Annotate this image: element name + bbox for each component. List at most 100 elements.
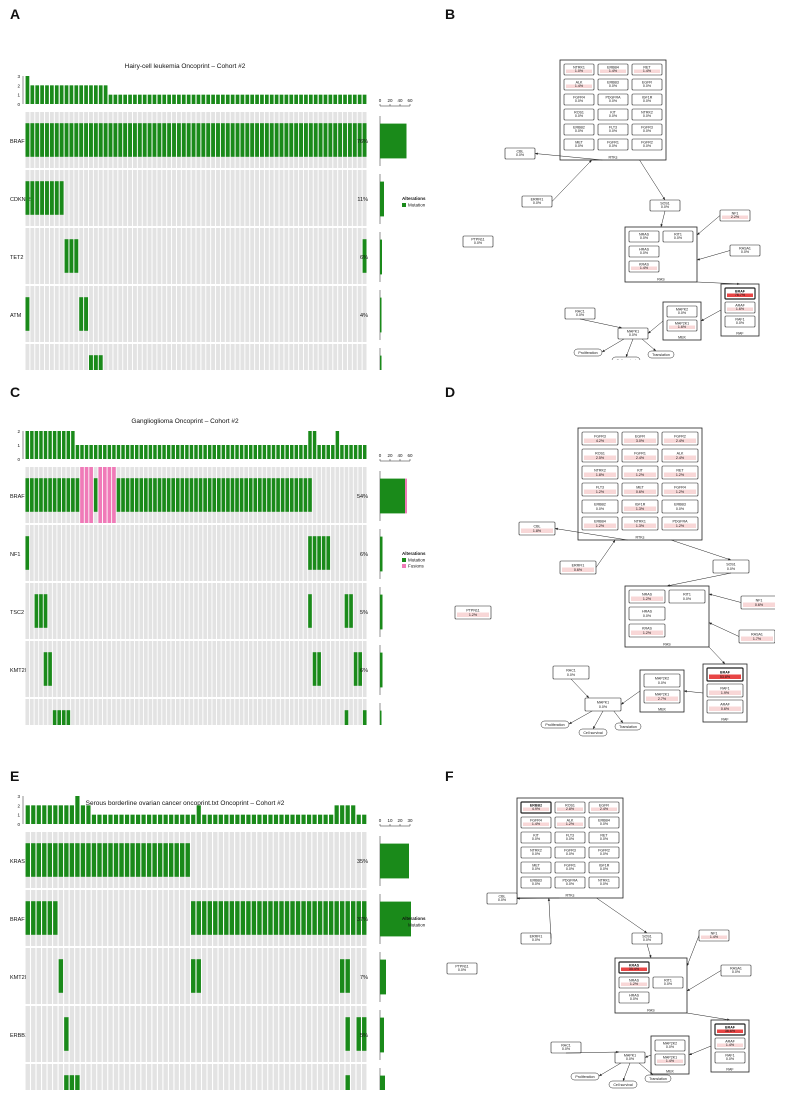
mutation-cell xyxy=(69,1075,75,1090)
mutation-cell xyxy=(362,1017,367,1051)
top-count-bar xyxy=(235,94,240,104)
gene-node-name: ROS1 xyxy=(565,804,575,808)
sample-cell xyxy=(49,228,54,284)
sample-cell xyxy=(211,228,216,284)
raf-complex-label: RAF xyxy=(721,718,729,722)
mutation-cell xyxy=(25,181,30,215)
gene-node-fill xyxy=(664,472,696,477)
sample-cell xyxy=(171,525,176,581)
sample-cell xyxy=(186,286,191,342)
panel-label-d: D xyxy=(445,384,456,400)
sample-cell xyxy=(340,525,344,581)
gene-node-fill xyxy=(600,69,626,73)
fusion-cell xyxy=(89,467,93,523)
sample-cell xyxy=(284,286,289,342)
sample-cell xyxy=(61,525,66,581)
top-count-bar xyxy=(113,94,118,104)
sample-cell xyxy=(180,699,185,725)
mutation-cell xyxy=(244,478,248,512)
pathway-edge xyxy=(595,539,616,568)
sample-cell xyxy=(301,948,306,1004)
mutation-cell xyxy=(284,901,290,935)
sample-cell xyxy=(123,286,128,342)
top-count-bar xyxy=(144,445,148,459)
sample-cell xyxy=(53,1006,58,1062)
top-count-bar xyxy=(59,85,64,104)
gene-node-value: 0.0% xyxy=(600,822,609,826)
top-count-bar xyxy=(274,94,279,104)
mutation-cell xyxy=(343,123,347,157)
ras-complex-label: RAS xyxy=(647,1009,655,1013)
gene-node-value: 0.6% xyxy=(636,490,645,494)
sample-cell xyxy=(349,699,353,725)
sample-cell xyxy=(75,1006,80,1062)
sample-cell xyxy=(144,525,148,581)
top-count-bar xyxy=(213,814,218,824)
sample-cell xyxy=(121,699,125,725)
pathway-arrowhead xyxy=(612,540,616,543)
sample-cell xyxy=(202,1006,207,1062)
sample-cell xyxy=(330,641,335,697)
mutation-cell xyxy=(80,843,86,877)
sample-cell xyxy=(356,948,361,1004)
sample-cell xyxy=(80,583,84,639)
gene-node-name: BRAF xyxy=(725,1026,736,1030)
sample-cell xyxy=(308,286,313,342)
sample-cell xyxy=(157,286,162,342)
sample-cell xyxy=(103,286,108,342)
sample-cell xyxy=(52,525,57,581)
side-axis-tick: 0 xyxy=(379,98,382,103)
gene-node-name: NTRK1 xyxy=(598,879,610,883)
sample-cell xyxy=(216,286,220,342)
sample-cell xyxy=(130,890,135,946)
top-count-bar xyxy=(180,445,185,459)
output-node-label: Proliferation xyxy=(545,723,564,727)
gene-node-fill xyxy=(584,523,616,528)
mutation-cell xyxy=(251,901,257,935)
top-count-bar xyxy=(348,94,352,104)
top-count-bar xyxy=(64,85,69,104)
top-count-bar xyxy=(357,94,362,104)
sample-cell xyxy=(229,832,235,888)
gene-node-value: 0.0% xyxy=(609,144,618,148)
gene-node-name: ALK xyxy=(567,819,574,823)
sample-cell xyxy=(284,948,290,1004)
sample-cell xyxy=(69,1006,75,1062)
mutation-cell xyxy=(166,478,171,512)
top-count-bar xyxy=(312,814,317,824)
gene-node-fill xyxy=(587,704,619,709)
top-count-bar xyxy=(217,445,221,459)
sample-cell xyxy=(196,1006,201,1062)
sample-cell xyxy=(147,228,152,284)
pathway-arrowhead xyxy=(649,955,652,958)
top-count-bar xyxy=(130,814,135,824)
top-count-bar xyxy=(133,94,137,104)
sample-cell xyxy=(299,228,303,284)
mutation-cell xyxy=(356,901,361,935)
top-count-bar xyxy=(177,94,181,104)
sample-cell xyxy=(251,1064,257,1090)
mutation-cell xyxy=(98,355,103,370)
mutation-cell xyxy=(97,843,102,877)
top-count-bar xyxy=(273,814,279,824)
mutation-cell xyxy=(84,297,89,331)
mutation-cell xyxy=(235,123,240,157)
sample-cell xyxy=(279,286,284,342)
mutation-cell xyxy=(196,123,201,157)
sample-cell xyxy=(299,699,303,725)
sample-cell xyxy=(146,890,152,946)
top-count-bar xyxy=(224,814,229,824)
output-node-box xyxy=(573,348,603,357)
sample-cell xyxy=(362,286,367,342)
sample-cell xyxy=(148,583,153,639)
sample-cell xyxy=(313,170,318,226)
sample-cell xyxy=(201,228,206,284)
top-count-bar xyxy=(257,814,262,824)
mutation-cell xyxy=(69,843,75,877)
sample-cell xyxy=(137,286,142,342)
top-count-bar xyxy=(142,94,147,104)
mek-complex-label: MEK xyxy=(658,708,666,712)
